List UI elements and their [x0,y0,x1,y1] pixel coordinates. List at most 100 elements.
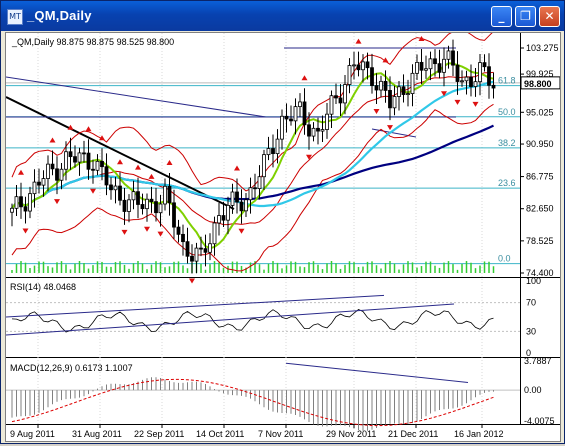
chart-window-icon[interactable]: MT [7,9,23,25]
candle-body[interactable] [253,187,257,190]
candle-body[interactable] [302,101,307,126]
candle-body[interactable] [343,84,347,104]
candle-body[interactable] [329,95,334,115]
candle-body[interactable] [235,191,239,203]
candle-body[interactable] [298,101,302,108]
candle-body[interactable] [433,58,437,65]
candle-body[interactable] [460,80,464,83]
candle-body[interactable] [82,152,86,155]
candle-body[interactable] [473,81,478,87]
candle-body[interactable] [244,199,248,212]
candle-body[interactable] [212,222,217,245]
candle-body[interactable] [311,127,316,137]
title-bar[interactable]: MT _QM,Daily _ ❐ ✕ [1,1,564,31]
candle-body[interactable] [32,181,37,195]
candle-body[interactable] [239,201,244,212]
down-trendline[interactable] [5,96,235,210]
candle-body[interactable] [410,72,415,94]
candle-body[interactable] [46,163,50,179]
candle-body[interactable] [347,65,352,85]
candle-body[interactable] [293,106,298,122]
candle-body[interactable] [334,95,338,99]
candle-body[interactable] [325,113,329,130]
candle-body[interactable] [77,152,82,163]
candle-body[interactable] [64,151,68,170]
candle-body[interactable] [127,199,131,212]
candle-body[interactable] [122,199,127,212]
candle-body[interactable] [37,181,41,186]
candle-body[interactable] [379,80,383,91]
candle-body[interactable] [172,202,176,228]
candle-body[interactable] [478,62,482,83]
macd-panel[interactable] [6,359,520,423]
candle-body[interactable] [226,205,230,221]
candle-body[interactable] [181,233,185,243]
candle-body[interactable] [455,64,460,82]
candle-body[interactable] [415,61,419,74]
candle-body[interactable] [104,166,109,186]
candle-body[interactable] [23,206,28,212]
candle-body[interactable] [194,247,199,262]
candle-body[interactable] [95,160,100,171]
close-button[interactable]: ✕ [539,6,560,27]
candle-body[interactable] [140,204,145,210]
candle-body[interactable] [487,66,491,86]
candle-body[interactable] [221,215,226,221]
chart-area[interactable]: 61.8 50.0 38.2 23.6 0.0 103.275 99.925 95.025 9… [5,26,561,442]
candle-body[interactable] [203,248,208,253]
candle-body[interactable] [199,247,203,250]
candle-body[interactable] [491,84,496,89]
candle-body[interactable] [307,124,311,137]
candle-body[interactable] [365,61,370,69]
candle-body[interactable] [208,243,212,253]
candle-body[interactable] [289,118,293,122]
candle-body[interactable] [482,62,487,68]
candle-body[interactable] [469,76,473,87]
minimize-button[interactable]: _ [491,6,512,27]
candle-body[interactable] [41,178,46,186]
candle-body[interactable] [383,80,388,91]
candle-body[interactable] [145,198,149,210]
candle-body[interactable] [401,86,406,95]
candle-body[interactable] [86,152,91,170]
candle-body[interactable] [163,185,167,205]
candle-body[interactable] [388,90,392,109]
candle-body[interactable] [248,187,253,201]
candle-body[interactable] [316,127,320,132]
candle-body[interactable] [118,185,122,201]
candle-body[interactable] [28,193,32,212]
candle-body[interactable] [397,86,401,97]
candle-body[interactable] [190,255,194,262]
candle-body[interactable] [176,226,181,235]
candle-body[interactable] [361,61,365,71]
candle-body[interactable] [275,138,280,155]
candle-body[interactable] [374,85,379,91]
candle-body[interactable] [446,50,451,60]
candle-body[interactable] [217,215,221,224]
chart-canvas[interactable]: 61.8 50.0 38.2 23.6 0.0 103.275 99.925 95.025 9… [5,26,561,441]
candle-body[interactable] [428,58,433,70]
candle-body[interactable] [230,191,235,206]
candle-body[interactable] [262,154,266,178]
candle-body[interactable] [406,93,410,95]
candle-body[interactable] [352,64,356,67]
candle-body[interactable] [266,148,271,156]
candle-body[interactable] [19,196,23,208]
candle-body[interactable] [73,156,77,163]
candle-body[interactable] [59,168,64,181]
candle-body[interactable] [280,115,284,140]
candle-body[interactable] [451,50,455,66]
candle-body[interactable] [136,191,140,205]
candle-body[interactable] [100,160,104,168]
candle-body[interactable] [437,63,442,73]
candle-body[interactable] [370,67,374,86]
candle-body[interactable] [14,196,19,209]
candle-body[interactable] [131,191,136,201]
candle-body[interactable] [154,201,158,214]
candle-body[interactable] [55,168,59,181]
candle-body[interactable] [424,68,428,71]
candle-body[interactable] [10,207,14,213]
candle-body[interactable] [356,64,361,71]
candle-body[interactable] [257,176,262,190]
candle-body[interactable] [284,115,289,120]
